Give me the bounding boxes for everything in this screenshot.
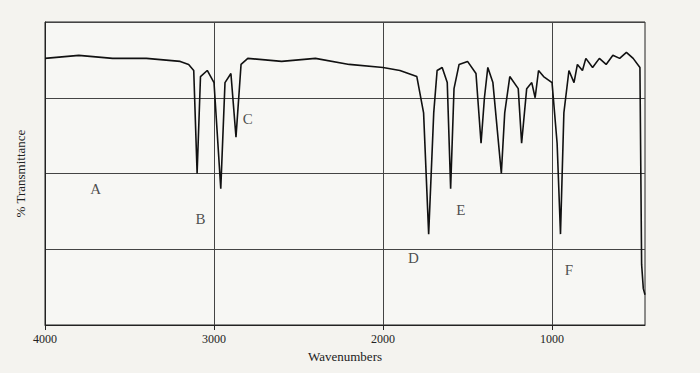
svg-text:F: F	[565, 262, 573, 278]
svg-text:C: C	[243, 111, 253, 127]
svg-text:2000: 2000	[371, 332, 395, 346]
svg-text:A: A	[90, 181, 101, 197]
svg-text:4000: 4000	[33, 332, 57, 346]
svg-text:3000: 3000	[202, 332, 226, 346]
svg-text:% Transmittance: % Transmittance	[13, 129, 28, 217]
svg-text:E: E	[456, 202, 465, 218]
svg-text:B: B	[195, 211, 205, 227]
svg-text:1000: 1000	[540, 332, 564, 346]
svg-text:Wavenumbers: Wavenumbers	[308, 349, 382, 364]
svg-text:D: D	[408, 250, 419, 266]
